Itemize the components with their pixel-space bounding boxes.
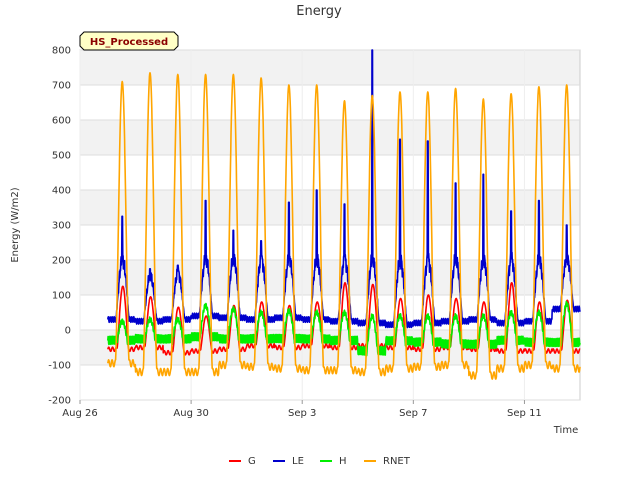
y-axis-label: Energy (W/m2)	[10, 187, 21, 262]
y-tick-label: 100	[52, 291, 71, 302]
legend: G LE H RNET	[229, 456, 411, 467]
plot-band	[80, 155, 580, 190]
legend-label: G	[248, 456, 256, 467]
grid-lines	[79, 49, 580, 401]
y-tick-label: 0	[65, 326, 71, 337]
legend-item-h: H	[320, 456, 347, 467]
plot-band	[80, 50, 580, 85]
x-tick-label: Aug 30	[173, 408, 208, 419]
series-lines	[107, 49, 581, 380]
y-axis-ticks: -200 -100 0 100 200 300 400 500 600 700 800	[48, 46, 71, 407]
badge-text: HS_Processed	[90, 37, 168, 48]
plot-band	[80, 260, 580, 295]
y-tick-label: -100	[48, 361, 71, 372]
x-tick-label: Sep 7	[399, 408, 427, 419]
x-tick-label: Sep 11	[507, 408, 542, 419]
legend-label: RNET	[383, 456, 411, 467]
x-axis-ticks: Aug 26 Aug 30 Sep 3 Sep 7 Sep 11	[62, 400, 542, 419]
plot-band	[80, 120, 580, 155]
legend-label: LE	[292, 456, 304, 467]
y-tick-label: 500	[52, 151, 71, 162]
chart-title: Energy	[296, 4, 342, 19]
series-line-rnet	[107, 72, 581, 380]
legend-item-le: LE	[273, 456, 304, 467]
plot-band	[80, 190, 580, 225]
y-tick-label: 600	[52, 116, 71, 127]
series-line-h	[107, 300, 581, 357]
plot-band	[80, 85, 580, 120]
x-axis-label: Time	[553, 425, 578, 436]
y-tick-label: 400	[52, 186, 71, 197]
plot-background-bands	[80, 50, 580, 400]
x-tick-label: Aug 26	[62, 408, 97, 419]
series-line-le	[107, 49, 581, 329]
y-tick-label: 700	[52, 81, 71, 92]
series-line-g	[107, 281, 581, 356]
y-tick-label: 800	[52, 46, 71, 57]
y-tick-label: -200	[48, 396, 71, 407]
legend-item-rnet: RNET	[364, 456, 411, 467]
y-tick-label: 200	[52, 256, 71, 267]
hs-processed-badge: HS_Processed	[79, 31, 179, 51]
y-tick-label: 300	[52, 221, 71, 232]
legend-item-g: G	[229, 456, 256, 467]
plot-band	[80, 225, 580, 260]
x-tick-label: Sep 3	[288, 408, 316, 419]
legend-label: H	[339, 456, 347, 467]
